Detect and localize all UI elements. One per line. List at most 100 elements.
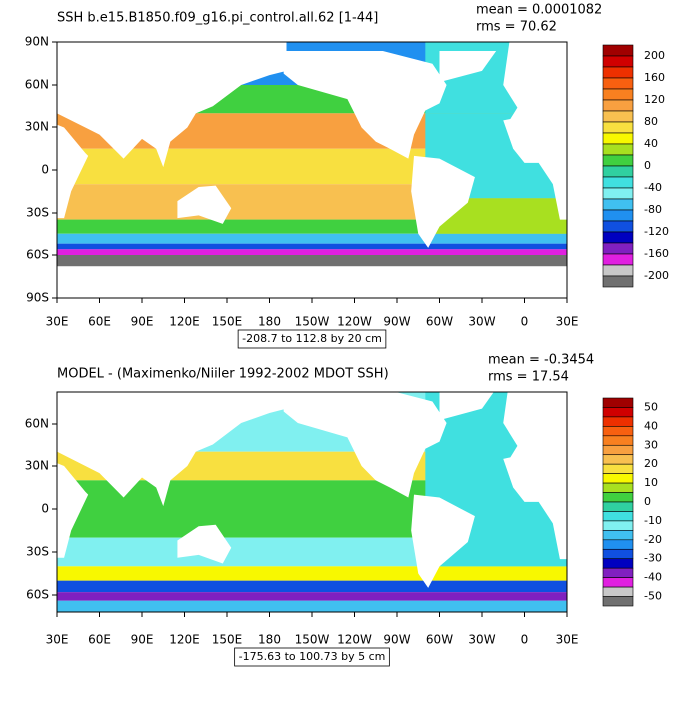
colorbar-box [602,231,634,244]
x-tick-label: 60W [426,633,453,647]
continent [57,392,287,507]
x-tick-label: 120W [337,633,372,647]
x-tick-label: 0 [521,315,529,329]
ssh-band [57,243,567,250]
colorbar-box [602,132,634,145]
colorbar-label: 40 [644,419,658,432]
ssh-band [57,249,567,255]
colorbar-box [602,110,634,123]
continent [177,524,232,564]
colorbar-box [602,473,634,484]
x-tick-label: 60E [88,315,111,329]
contour-info: -175.63 to 100.73 by 5 cm [239,650,386,663]
x-tick-label: 30E [556,315,579,329]
x-tick-label: 150W [295,633,330,647]
colorbar-box [602,586,634,597]
ssh-band [57,255,567,267]
y-tick-label: 0 [41,163,49,177]
x-tick-label: 60E [88,633,111,647]
y-tick-label: 60S [26,248,49,262]
colorbar-label: -50 [644,590,662,603]
contour-info: -208.7 to 112.8 by 20 cm [242,332,382,345]
contour-info-box [234,647,390,667]
colorbar-box [602,99,634,112]
colorbar-label: 50 [644,400,658,413]
colorbar-box [602,44,634,57]
colorbar-box [602,492,634,503]
x-tick-label: 30W [468,315,495,329]
continent [439,51,497,83]
colorbar-label: 0 [644,159,651,172]
ssh-band [57,566,567,581]
colorbar-label: -160 [644,247,669,260]
colorbar-box [602,220,634,233]
colorbar-label: -80 [644,203,662,216]
colorbar-box [602,242,634,255]
ssh-band [57,592,567,601]
colorbar-box [602,530,634,541]
colorbar-box [602,454,634,465]
x-tick-label: 90E [131,315,154,329]
colorbar-box [602,209,634,222]
y-tick-label: 90N [25,35,49,49]
colorbar-box [602,577,634,588]
continent [411,155,475,248]
colorbar-label: -120 [644,225,669,238]
y-tick-label: 90S [26,291,49,305]
colorbar-label: 10 [644,476,658,489]
colorbar-box [602,143,634,156]
colorbar-box [602,55,634,68]
colorbar-label: -30 [644,552,662,565]
ssh-band [57,233,567,244]
y-tick-label: 30N [25,459,49,473]
continent [503,392,567,560]
colorbar-box [602,539,634,550]
x-tick-label: 30E [46,315,69,329]
mean-label: mean = 0.0001082 [476,3,602,18]
x-tick-label: 180 [258,315,281,329]
colorbar-label: 40 [644,137,658,150]
continent [283,51,447,159]
colorbar-label: 0 [644,495,651,508]
colorbar-label: -200 [644,269,669,282]
continent [439,392,494,421]
x-tick-label: 120E [169,633,200,647]
continent [57,463,89,558]
colorbar-box [602,407,634,418]
y-tick-label: 60N [25,417,49,431]
colorbar-box [602,397,634,408]
colorbar-box [602,426,634,437]
x-tick-label: 120E [169,315,200,329]
colorbar-box [602,77,634,90]
y-tick-label: 0 [41,502,49,516]
colorbar-box [602,165,634,178]
colorbar-box [602,176,634,189]
x-tick-label: 180 [258,633,281,647]
map-panel: SSH b.e15.B1850.f09_g16.pi_control.all.6… [25,3,669,349]
map-field [57,392,567,612]
x-tick-label: 150W [295,315,330,329]
y-tick-label: 30N [25,120,49,134]
x-tick-label: 120W [337,315,372,329]
colorbar-box [602,567,634,578]
x-tick-label: 150E [212,315,243,329]
map-panel: MODEL - (Maximenko/Niiler 1992-2002 MDOT… [25,353,662,667]
colorbar-box [602,416,634,427]
ssh-band [57,580,567,593]
colorbar-label: 160 [644,71,665,84]
continent [503,42,567,220]
x-tick-label: 90E [131,633,154,647]
ssh-band [57,600,567,612]
colorbar-label: 200 [644,49,665,62]
colorbar-label: 20 [644,457,658,470]
y-tick-label: 60N [25,78,49,92]
colorbar-label: 120 [644,93,665,106]
colorbar-box [602,511,634,522]
y-tick-label: 30S [26,206,49,220]
map-field [57,42,567,298]
colorbar-box [602,187,634,200]
x-tick-label: 30E [46,633,69,647]
x-tick-label: 150E [212,633,243,647]
colorbar-box [602,558,634,569]
